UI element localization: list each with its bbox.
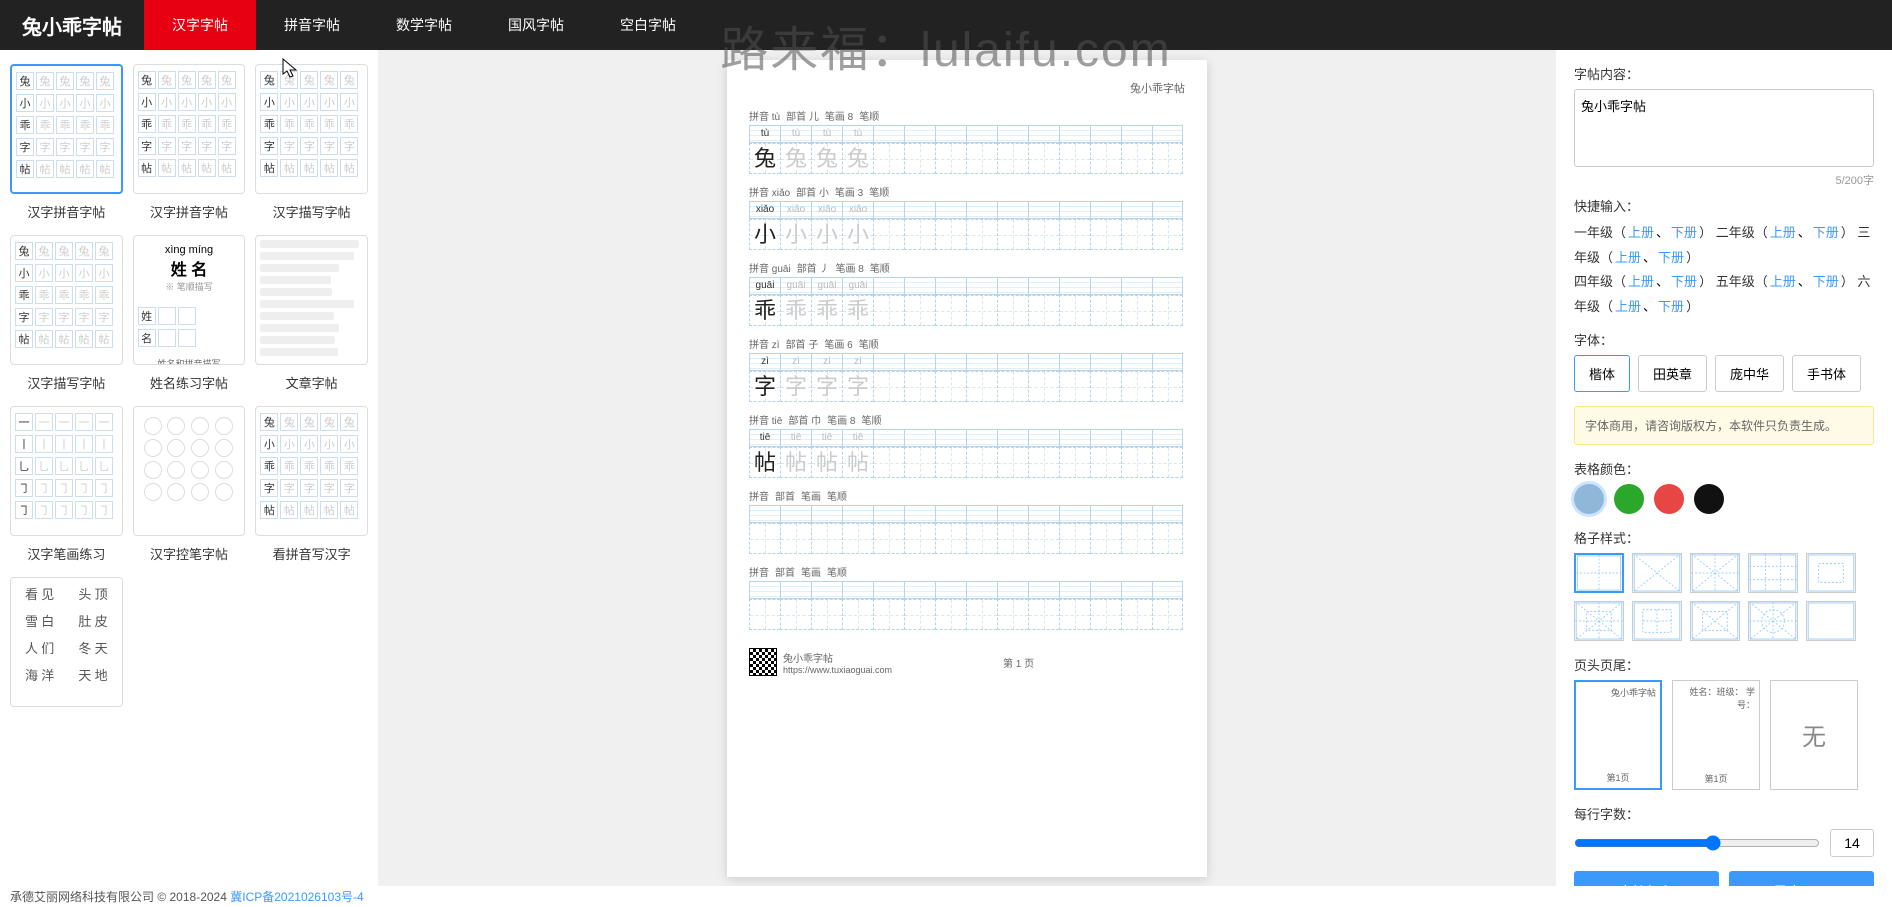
color-swatch[interactable]: [1574, 484, 1604, 514]
grade-link[interactable]: 下册: [1671, 274, 1697, 289]
footer-brand: 兔小乖字帖: [783, 650, 892, 665]
font-button[interactable]: 田英章: [1638, 355, 1707, 392]
top-nav: 兔小乖字帖 汉字字帖拼音字帖数学字帖国风字帖空白字帖: [0, 0, 1892, 50]
grid-style-option[interactable]: [1806, 553, 1856, 593]
template-thumbnail[interactable]: 兔兔兔兔兔小小小小小乖乖乖乖乖字字字字字帖帖帖帖帖看拼音写汉字: [255, 406, 368, 563]
color-swatch[interactable]: [1694, 484, 1724, 514]
settings-panel: 字帖内容： 5/200字 快捷输入： 一年级（上册、下册） 二年级（上册、下册）…: [1556, 50, 1892, 887]
template-thumbnail[interactable]: 兔兔兔兔兔小小小小小乖乖乖乖乖字字字字字帖帖帖帖帖汉字描写字帖: [255, 64, 368, 221]
grade-link[interactable]: 上册: [1770, 225, 1796, 240]
grade-link[interactable]: 上册: [1628, 225, 1654, 240]
header-style-option[interactable]: 姓名：班级： 学号：第1页: [1672, 680, 1760, 790]
grid-style-option[interactable]: [1632, 553, 1682, 593]
thumbnail-label: 汉字描写字帖: [255, 202, 368, 221]
page-footer-bar: 承德艾丽网络科技有限公司 © 2018-2024 冀ICP备2021026103…: [0, 886, 1892, 907]
quick-input-label: 快捷输入：: [1574, 196, 1874, 215]
grade-link[interactable]: 上册: [1770, 274, 1796, 289]
footer-url: https://www.tuxiaoguai.com: [783, 665, 892, 675]
nav-item[interactable]: 国风字帖: [480, 0, 592, 50]
grade-link[interactable]: 下册: [1671, 225, 1697, 240]
preview-area: 兔小乖字帖 拼音 tù部首 儿笔画 8笔顺tùtùtùtù兔兔兔兔拼音 xiǎo…: [378, 50, 1556, 887]
nav-item[interactable]: 数学字帖: [368, 0, 480, 50]
font-notice: 字体商用，请咨询版权方，本软件只负责生成。: [1574, 406, 1874, 445]
template-thumbnail[interactable]: 汉字控笔字帖: [133, 406, 246, 563]
row-count-slider[interactable]: [1574, 835, 1820, 851]
company-text: 承德艾丽网络科技有限公司 © 2018-2024: [10, 890, 227, 904]
footer-page-num: 第 1 页: [1003, 655, 1034, 670]
char-block: 拼音 tiē部首 巾笔画 8笔顺tiētiētiētiē帖帖帖帖: [749, 412, 1185, 478]
thumbnail-label: 汉字笔画练习: [10, 544, 123, 563]
template-thumbnail[interactable]: 一一一一一丨丨丨丨丨乚乚乚乚乚㇆㇆㇆㇆㇆㇆㇆㇆㇆㇆汉字笔画练习: [10, 406, 123, 563]
print-button[interactable]: 直接打印: [1574, 871, 1719, 887]
nav-item[interactable]: 空白字帖: [592, 0, 704, 50]
nav-item[interactable]: 汉字字帖: [144, 0, 256, 50]
grid-style-option[interactable]: [1690, 601, 1740, 641]
grade-link[interactable]: 下册: [1813, 225, 1839, 240]
quick-links: 一年级（上册、下册） 二年级（上册、下册） 三年级（上册、下册） 四年级（上册、…: [1574, 221, 1874, 320]
color-swatch[interactable]: [1614, 484, 1644, 514]
template-thumbnail[interactable]: 文章字帖: [255, 235, 368, 392]
font-button[interactable]: 手书体: [1792, 355, 1861, 392]
color-swatch[interactable]: [1654, 484, 1684, 514]
template-sidebar: 兔兔兔兔兔小小小小小乖乖乖乖乖字字字字字帖帖帖帖帖汉字拼音字帖兔兔兔兔兔小小小小…: [0, 50, 378, 887]
grid-style-option[interactable]: [1574, 601, 1624, 641]
char-count: 5/200字: [1574, 172, 1874, 188]
char-block: 拼音 xiǎo部首 小笔画 3笔顺xiǎoxiǎoxiǎoxiǎo小小小小: [749, 184, 1185, 250]
template-thumbnail[interactable]: xìng míng姓 名※ 笔顺描写姓名姓名和拼音描写姓名练习字帖: [133, 235, 246, 392]
template-thumbnail[interactable]: 看 见头 顶雪 白肚 皮人 们冬 天海 洋天 地: [10, 577, 123, 715]
grid-style-option[interactable]: [1748, 553, 1798, 593]
row-count-value: 14: [1830, 829, 1874, 857]
qr-code-icon: [749, 648, 777, 676]
header-style-label: 页头页尾：: [1574, 655, 1874, 674]
template-thumbnail[interactable]: 兔兔兔兔兔小小小小小乖乖乖乖乖字字字字字帖帖帖帖帖汉字描写字帖: [10, 235, 123, 392]
font-button[interactable]: 楷体: [1574, 355, 1630, 392]
grid-style-option[interactable]: [1806, 601, 1856, 641]
thumbnail-label: 姓名练习字帖: [133, 373, 246, 392]
thumbnail-label: 汉字控笔字帖: [133, 544, 246, 563]
content-textarea[interactable]: [1574, 89, 1874, 167]
grid-style-option[interactable]: [1748, 601, 1798, 641]
color-label: 表格颜色：: [1574, 459, 1874, 478]
main-layout: 兔兔兔兔兔小小小小小乖乖乖乖乖字字字字字帖帖帖帖帖汉字拼音字帖兔兔兔兔兔小小小小…: [0, 50, 1892, 887]
grade-link[interactable]: 下册: [1658, 250, 1684, 265]
nav-item[interactable]: 拼音字帖: [256, 0, 368, 50]
thumbnail-label: 文章字帖: [255, 373, 368, 392]
brand-logo: 兔小乖字帖: [0, 11, 144, 40]
grade-link[interactable]: 上册: [1615, 250, 1641, 265]
thumbnail-label: 看拼音写汉字: [255, 544, 368, 563]
header-style-option[interactable]: 无: [1770, 680, 1858, 790]
header-style-option[interactable]: 兔小乖字帖第1页: [1574, 680, 1662, 790]
char-block: 拼音 tù部首 儿笔画 8笔顺tùtùtùtù兔兔兔兔: [749, 108, 1185, 174]
grid-style-option[interactable]: [1690, 553, 1740, 593]
template-thumbnail[interactable]: 兔兔兔兔兔小小小小小乖乖乖乖乖字字字字字帖帖帖帖帖汉字拼音字帖: [10, 64, 123, 221]
grade-link[interactable]: 下册: [1658, 299, 1684, 314]
thumbnail-label: 汉字描写字帖: [10, 373, 123, 392]
thumbnail-label: 汉字拼音字帖: [133, 202, 246, 221]
page-title: 兔小乖字帖: [749, 80, 1185, 96]
grid-style-label: 格子样式：: [1574, 528, 1874, 547]
thumbnail-label: 汉字拼音字帖: [10, 202, 123, 221]
grade-link[interactable]: 上册: [1615, 299, 1641, 314]
grid-style-option[interactable]: [1574, 553, 1624, 593]
content-label: 字帖内容：: [1574, 64, 1874, 83]
page-footer: 兔小乖字帖 https://www.tuxiaoguai.com 第 1 页: [749, 648, 1185, 676]
grade-link[interactable]: 上册: [1628, 274, 1654, 289]
grid-style-option[interactable]: [1632, 601, 1682, 641]
char-block: 拼音 zì部首 子笔画 6笔顺zìzìzìzì字字字字: [749, 336, 1185, 402]
icp-link[interactable]: 冀ICP备2021026103号-4: [230, 890, 363, 904]
grade-link[interactable]: 下册: [1813, 274, 1839, 289]
font-label: 字体：: [1574, 330, 1874, 349]
export-pdf-button[interactable]: 导出PDF: [1729, 871, 1874, 887]
row-count-label: 每行字数：: [1574, 804, 1874, 823]
preview-page: 兔小乖字帖 拼音 tù部首 儿笔画 8笔顺tùtùtùtù兔兔兔兔拼音 xiǎo…: [727, 60, 1207, 877]
font-button[interactable]: 庞中华: [1715, 355, 1784, 392]
char-block: 拼音 guāi部首 丿笔画 8笔顺guāiguāiguāiguāi乖乖乖乖: [749, 260, 1185, 326]
template-thumbnail[interactable]: 兔兔兔兔兔小小小小小乖乖乖乖乖字字字字字帖帖帖帖帖汉字拼音字帖: [133, 64, 246, 221]
